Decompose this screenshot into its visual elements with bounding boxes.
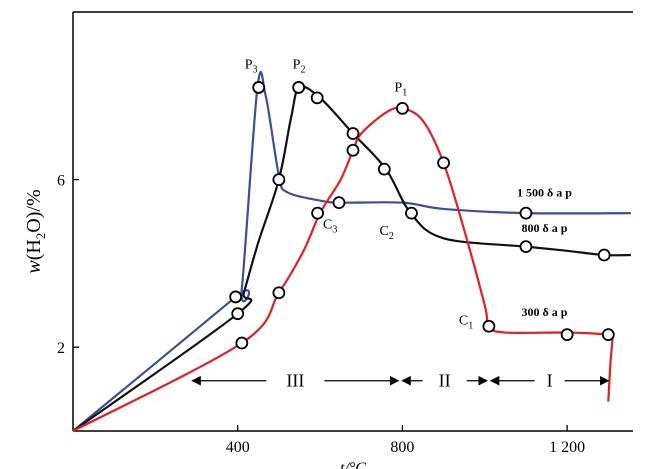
x-tick-label: 1 200 bbox=[549, 439, 585, 456]
data-point bbox=[231, 307, 245, 321]
series-markers bbox=[229, 81, 615, 350]
axis-ticks: 400 800 1 200 2 6 bbox=[57, 173, 585, 456]
region-label: III bbox=[286, 371, 304, 391]
data-point bbox=[310, 91, 324, 105]
x-tick-label: 800 bbox=[390, 439, 414, 456]
data-point bbox=[311, 206, 324, 220]
data-point bbox=[405, 206, 418, 220]
plot-frame bbox=[72, 11, 633, 432]
data-point bbox=[482, 319, 496, 333]
data-point bbox=[597, 248, 611, 262]
series-line bbox=[72, 106, 615, 432]
data-point bbox=[519, 240, 533, 254]
annotations: P1 P2 P3 C1 C2 C3 1 500 δ a p 800 δ a p 300 δ a … bbox=[191, 57, 610, 391]
data-point bbox=[272, 173, 286, 187]
data-point bbox=[332, 196, 346, 210]
data-point bbox=[272, 286, 286, 300]
x-tick-label: 400 bbox=[226, 439, 250, 456]
point-label: C2 bbox=[379, 224, 393, 242]
data-point bbox=[601, 328, 615, 342]
region-label: II bbox=[439, 371, 451, 391]
series-label: 800 δ a p bbox=[522, 221, 568, 235]
point-label: P1 bbox=[394, 80, 407, 98]
y-tick-label: 6 bbox=[57, 173, 65, 190]
y-axis-label: w(H2O)/% bbox=[23, 189, 48, 273]
data-point bbox=[437, 156, 450, 170]
data-point bbox=[229, 290, 243, 304]
point-label: P3 bbox=[245, 57, 258, 75]
point-label: P2 bbox=[293, 57, 306, 75]
data-point bbox=[235, 336, 249, 350]
data-point bbox=[377, 162, 391, 176]
series-label: 1 500 δ a p bbox=[517, 185, 572, 199]
data-point bbox=[396, 101, 409, 115]
region-label: I bbox=[547, 371, 553, 391]
point-label: C3 bbox=[323, 218, 337, 236]
data-point bbox=[292, 81, 306, 94]
data-point bbox=[560, 328, 574, 342]
data-point bbox=[346, 127, 360, 140]
series-label: 300 δ a p bbox=[522, 305, 568, 319]
data-point bbox=[252, 81, 266, 94]
x-axis-label: t/°C bbox=[340, 460, 366, 469]
data-point bbox=[346, 143, 360, 157]
y-tick-label: 2 bbox=[57, 340, 65, 357]
data-point bbox=[519, 206, 533, 220]
point-label: C1 bbox=[459, 313, 473, 331]
